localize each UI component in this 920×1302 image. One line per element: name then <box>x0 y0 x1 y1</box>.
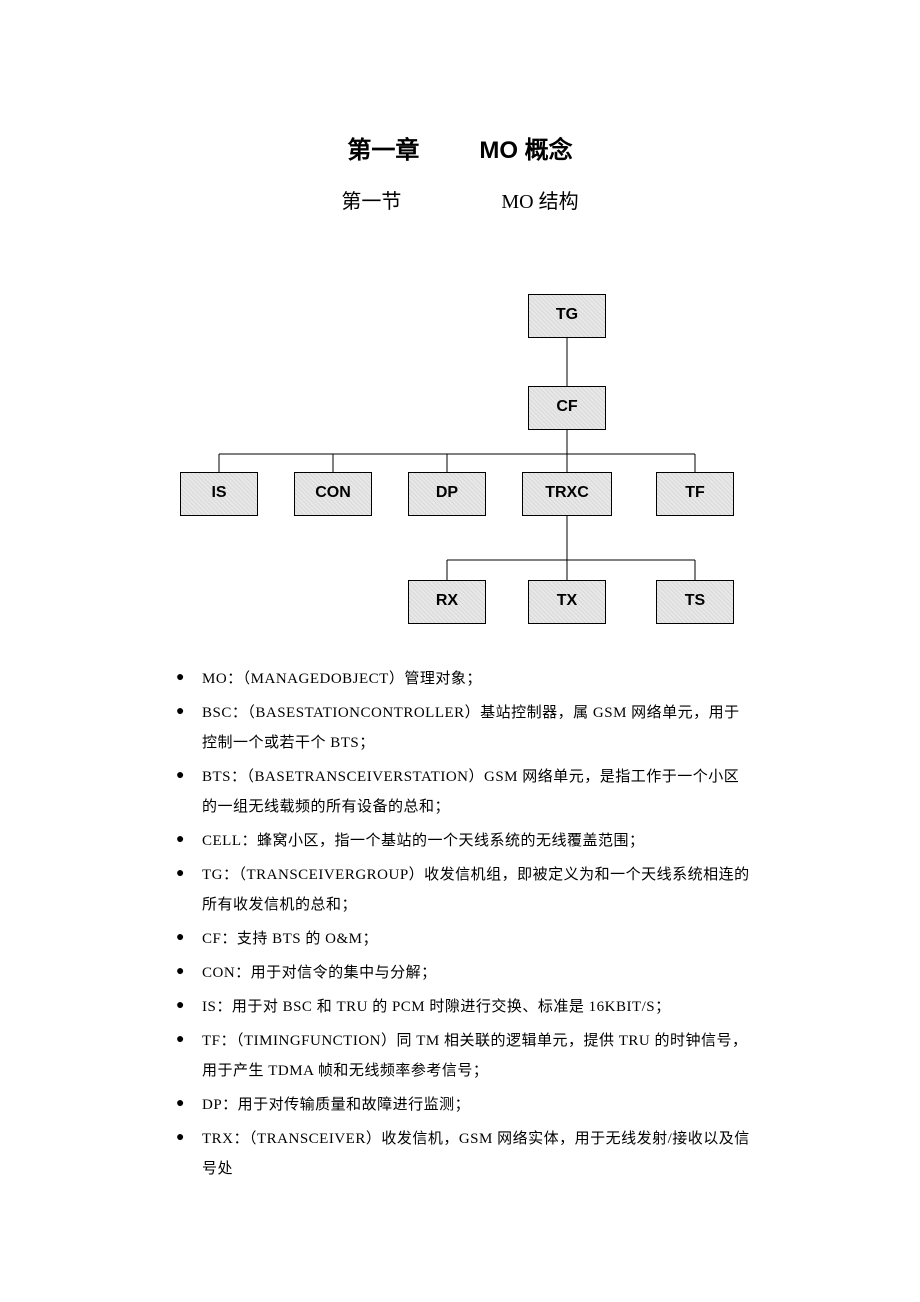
definition-item: MO：（MANAGEDOBJECT）管理对象； <box>176 664 750 694</box>
section-title: 第一节 MO 结构 <box>170 185 750 214</box>
section-name: MO 结构 <box>501 191 578 213</box>
definitions-list: MO：（MANAGEDOBJECT）管理对象； BSC：（BASESTATIONC… <box>170 664 750 1184</box>
definition-item: TG：（TRANSCEIVERGROUP）收发信机组，即被定义为和一个天线系统相… <box>176 860 750 920</box>
node-dp: DP <box>408 472 486 516</box>
section-number: 第一节 <box>341 185 401 214</box>
node-ts: TS <box>656 580 734 624</box>
definition-item: TRX：（TRANSCEIVER）收发信机，GSM 网络实体，用于无线发射/接收… <box>176 1124 750 1184</box>
node-trxc: TRXC <box>522 472 612 516</box>
definition-item: BSC：（BASESTATIONCONTROLLER）基站控制器，属 GSM 网… <box>176 698 750 758</box>
node-cf: CF <box>528 386 606 430</box>
node-rx: RX <box>408 580 486 624</box>
node-con: CON <box>294 472 372 516</box>
definition-item: DP：用于对传输质量和故障进行监测； <box>176 1090 750 1120</box>
node-tx: TX <box>528 580 606 624</box>
definition-item: CELL：蜂窝小区，指一个基站的一个天线系统的无线覆盖范围； <box>176 826 750 856</box>
node-is: IS <box>180 472 258 516</box>
node-tf: TF <box>656 472 734 516</box>
definition-item: IS：用于对 BSC 和 TRU 的 PCM 时隙进行交换、标准是 16KBIT… <box>176 992 750 1022</box>
definition-item: BTS：（BASETRANSCEIVERSTATION）GSM 网络单元，是指工… <box>176 762 750 822</box>
mo-structure-diagram: TG CF IS CON DP TRXC TF RX TX TS <box>170 294 750 634</box>
chapter-title: 第一章 MO 概念 <box>170 130 750 165</box>
definition-item: TF：（TIMINGFUNCTION）同 TM 相关联的逻辑单元，提供 TRU … <box>176 1026 750 1086</box>
definition-item: CF：支持 BTS 的 O&M； <box>176 924 750 954</box>
chapter-name: MO 概念 <box>479 137 572 164</box>
node-tg: TG <box>528 294 606 338</box>
definition-item: CON：用于对信令的集中与分解； <box>176 958 750 988</box>
chapter-number: 第一章 <box>347 130 419 165</box>
